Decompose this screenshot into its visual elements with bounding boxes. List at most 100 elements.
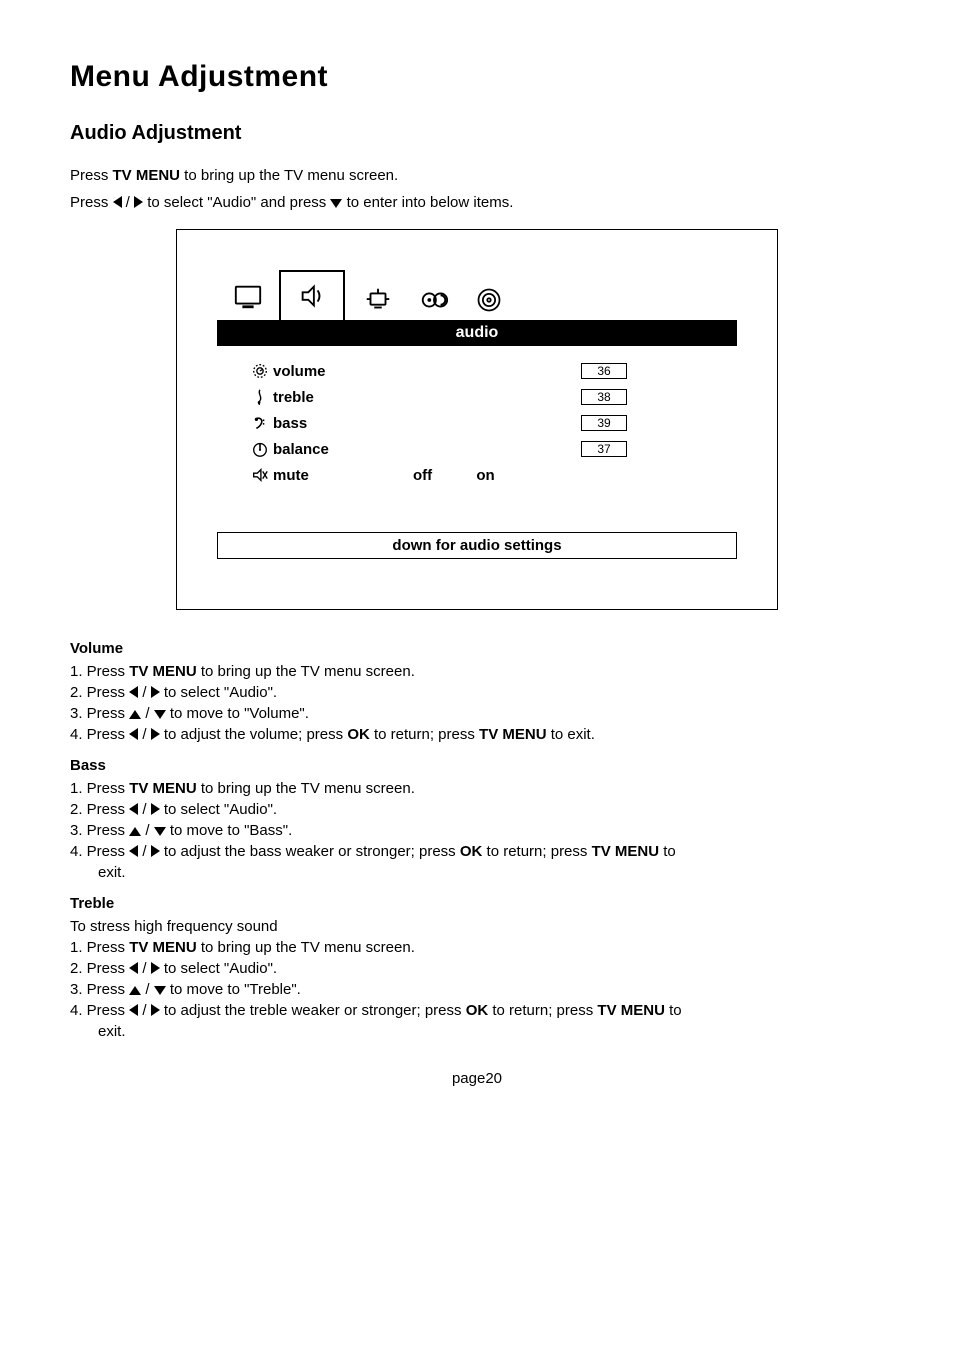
text: to adjust the volume; press: [160, 726, 348, 743]
text: 4. Press: [70, 843, 129, 860]
slider-value: 37: [581, 441, 627, 457]
osd-row-treble[interactable]: treble 38: [247, 384, 727, 410]
slider-value: 38: [581, 389, 627, 405]
osd-row-mute[interactable]: mute off on: [247, 462, 727, 488]
step: 2. Press / to select "Audio".: [70, 801, 884, 818]
key-ok: OK: [466, 1002, 489, 1019]
misc-tab-icon: [475, 286, 503, 314]
osd-row-volume[interactable]: volume 36: [247, 358, 727, 384]
text: to select "Audio" and press: [143, 194, 330, 211]
osd-tab-audio[interactable]: [279, 270, 345, 320]
osd-tab-picture[interactable]: [217, 272, 279, 320]
step: 1. Press TV MENU to bring up the TV menu…: [70, 780, 884, 797]
text: to select "Audio".: [160, 684, 277, 701]
step: 4. Press / to adjust the bass weaker or …: [70, 843, 884, 860]
step: 3. Press / to move to "Volume".: [70, 705, 884, 722]
text: /: [141, 705, 154, 722]
arrow-left-icon: [129, 1004, 138, 1016]
heading-bass: Bass: [70, 757, 884, 774]
text: 2. Press: [70, 684, 129, 701]
mute-on-option[interactable]: on: [476, 467, 494, 484]
text: /: [141, 981, 154, 998]
text: /: [138, 801, 151, 818]
page-title: Menu Adjustment: [70, 60, 884, 94]
mute-off-option[interactable]: off: [413, 467, 432, 484]
text: to select "Audio".: [160, 801, 277, 818]
treble-icon: [247, 388, 273, 406]
section-subtitle: Audio Adjustment: [70, 122, 884, 145]
osd-tab-function[interactable]: [417, 285, 451, 320]
slider-track[interactable]: [373, 392, 563, 402]
arrow-down-icon: [154, 710, 166, 719]
arrow-down-icon: [154, 986, 166, 995]
arrow-left-icon: [129, 845, 138, 857]
text: /: [122, 194, 135, 211]
heading-volume: Volume: [70, 640, 884, 657]
slider-track[interactable]: [373, 418, 563, 428]
text: 2. Press: [70, 960, 129, 977]
text: 4. Press: [70, 726, 129, 743]
arrow-left-icon: [129, 962, 138, 974]
heading-treble: Treble: [70, 895, 884, 912]
slider-track[interactable]: [373, 444, 563, 454]
function-tab-icon: [417, 285, 451, 315]
arrow-right-icon: [151, 845, 160, 857]
osd-tab-system[interactable]: [363, 285, 393, 320]
text: to bring up the TV menu screen.: [197, 939, 415, 956]
key-tvmenu: TV MENU: [592, 843, 660, 860]
mute-icon: [247, 466, 273, 484]
osd-tab-row: [217, 270, 737, 320]
text: to select "Audio".: [160, 960, 277, 977]
arrow-left-icon: [129, 686, 138, 698]
text: 4. Press: [70, 1002, 129, 1019]
text: 1. Press: [70, 663, 129, 680]
treble-note: To stress high frequency sound: [70, 918, 884, 935]
text: to move to "Treble".: [166, 981, 301, 998]
text: /: [138, 960, 151, 977]
osd-tab-misc[interactable]: [475, 286, 503, 319]
intro-line-1: Press TV MENU to bring up the TV menu sc…: [70, 167, 884, 184]
text: /: [138, 726, 151, 743]
step: 4. Press / to adjust the volume; press O…: [70, 726, 884, 743]
osd-footer-bar: down for audio settings: [217, 532, 737, 559]
step: 4. Press / to adjust the treble weaker o…: [70, 1002, 884, 1019]
key-tvmenu: TV MENU: [113, 167, 181, 184]
osd-panel: audio volume 36 treble 38 bass 39 balanc…: [176, 229, 778, 610]
bass-icon: [247, 414, 273, 432]
arrow-right-icon: [151, 686, 160, 698]
intro-line-2: Press / to select "Audio" and press to e…: [70, 194, 884, 211]
key-tvmenu: TV MENU: [129, 939, 197, 956]
text: to return; press: [370, 726, 479, 743]
picture-tab-icon: [233, 281, 263, 311]
arrow-right-icon: [151, 962, 160, 974]
text: to bring up the TV menu screen.: [180, 167, 398, 184]
arrow-right-icon: [151, 803, 160, 815]
osd-row-bass[interactable]: bass 39: [247, 410, 727, 436]
arrow-down-icon: [154, 827, 166, 836]
text: to: [665, 1002, 682, 1019]
osd-body: volume 36 treble 38 bass 39 balance 37 m…: [217, 346, 737, 492]
text: to move to "Bass".: [166, 822, 293, 839]
key-tvmenu: TV MENU: [129, 663, 197, 680]
osd-row-balance[interactable]: balance 37: [247, 436, 727, 462]
text: to exit.: [547, 726, 595, 743]
slider-value: 39: [581, 415, 627, 431]
text: to adjust the bass weaker or stronger; p…: [160, 843, 460, 860]
text: /: [138, 1002, 151, 1019]
step: 2. Press / to select "Audio".: [70, 684, 884, 701]
step: 3. Press / to move to "Bass".: [70, 822, 884, 839]
arrow-left-icon: [113, 196, 122, 208]
step: 1. Press TV MENU to bring up the TV menu…: [70, 663, 884, 680]
key-tvmenu: TV MENU: [129, 780, 197, 797]
key-ok: OK: [347, 726, 370, 743]
step-cont: exit.: [70, 864, 884, 881]
arrow-right-icon: [134, 196, 143, 208]
arrow-right-icon: [151, 728, 160, 740]
osd-label: treble: [273, 389, 373, 406]
arrow-up-icon: [129, 827, 141, 836]
text: to return; press: [482, 843, 591, 860]
text: 1. Press: [70, 780, 129, 797]
step: 1. Press TV MENU to bring up the TV menu…: [70, 939, 884, 956]
slider-track[interactable]: [373, 366, 563, 376]
audio-tab-icon: [297, 281, 327, 311]
